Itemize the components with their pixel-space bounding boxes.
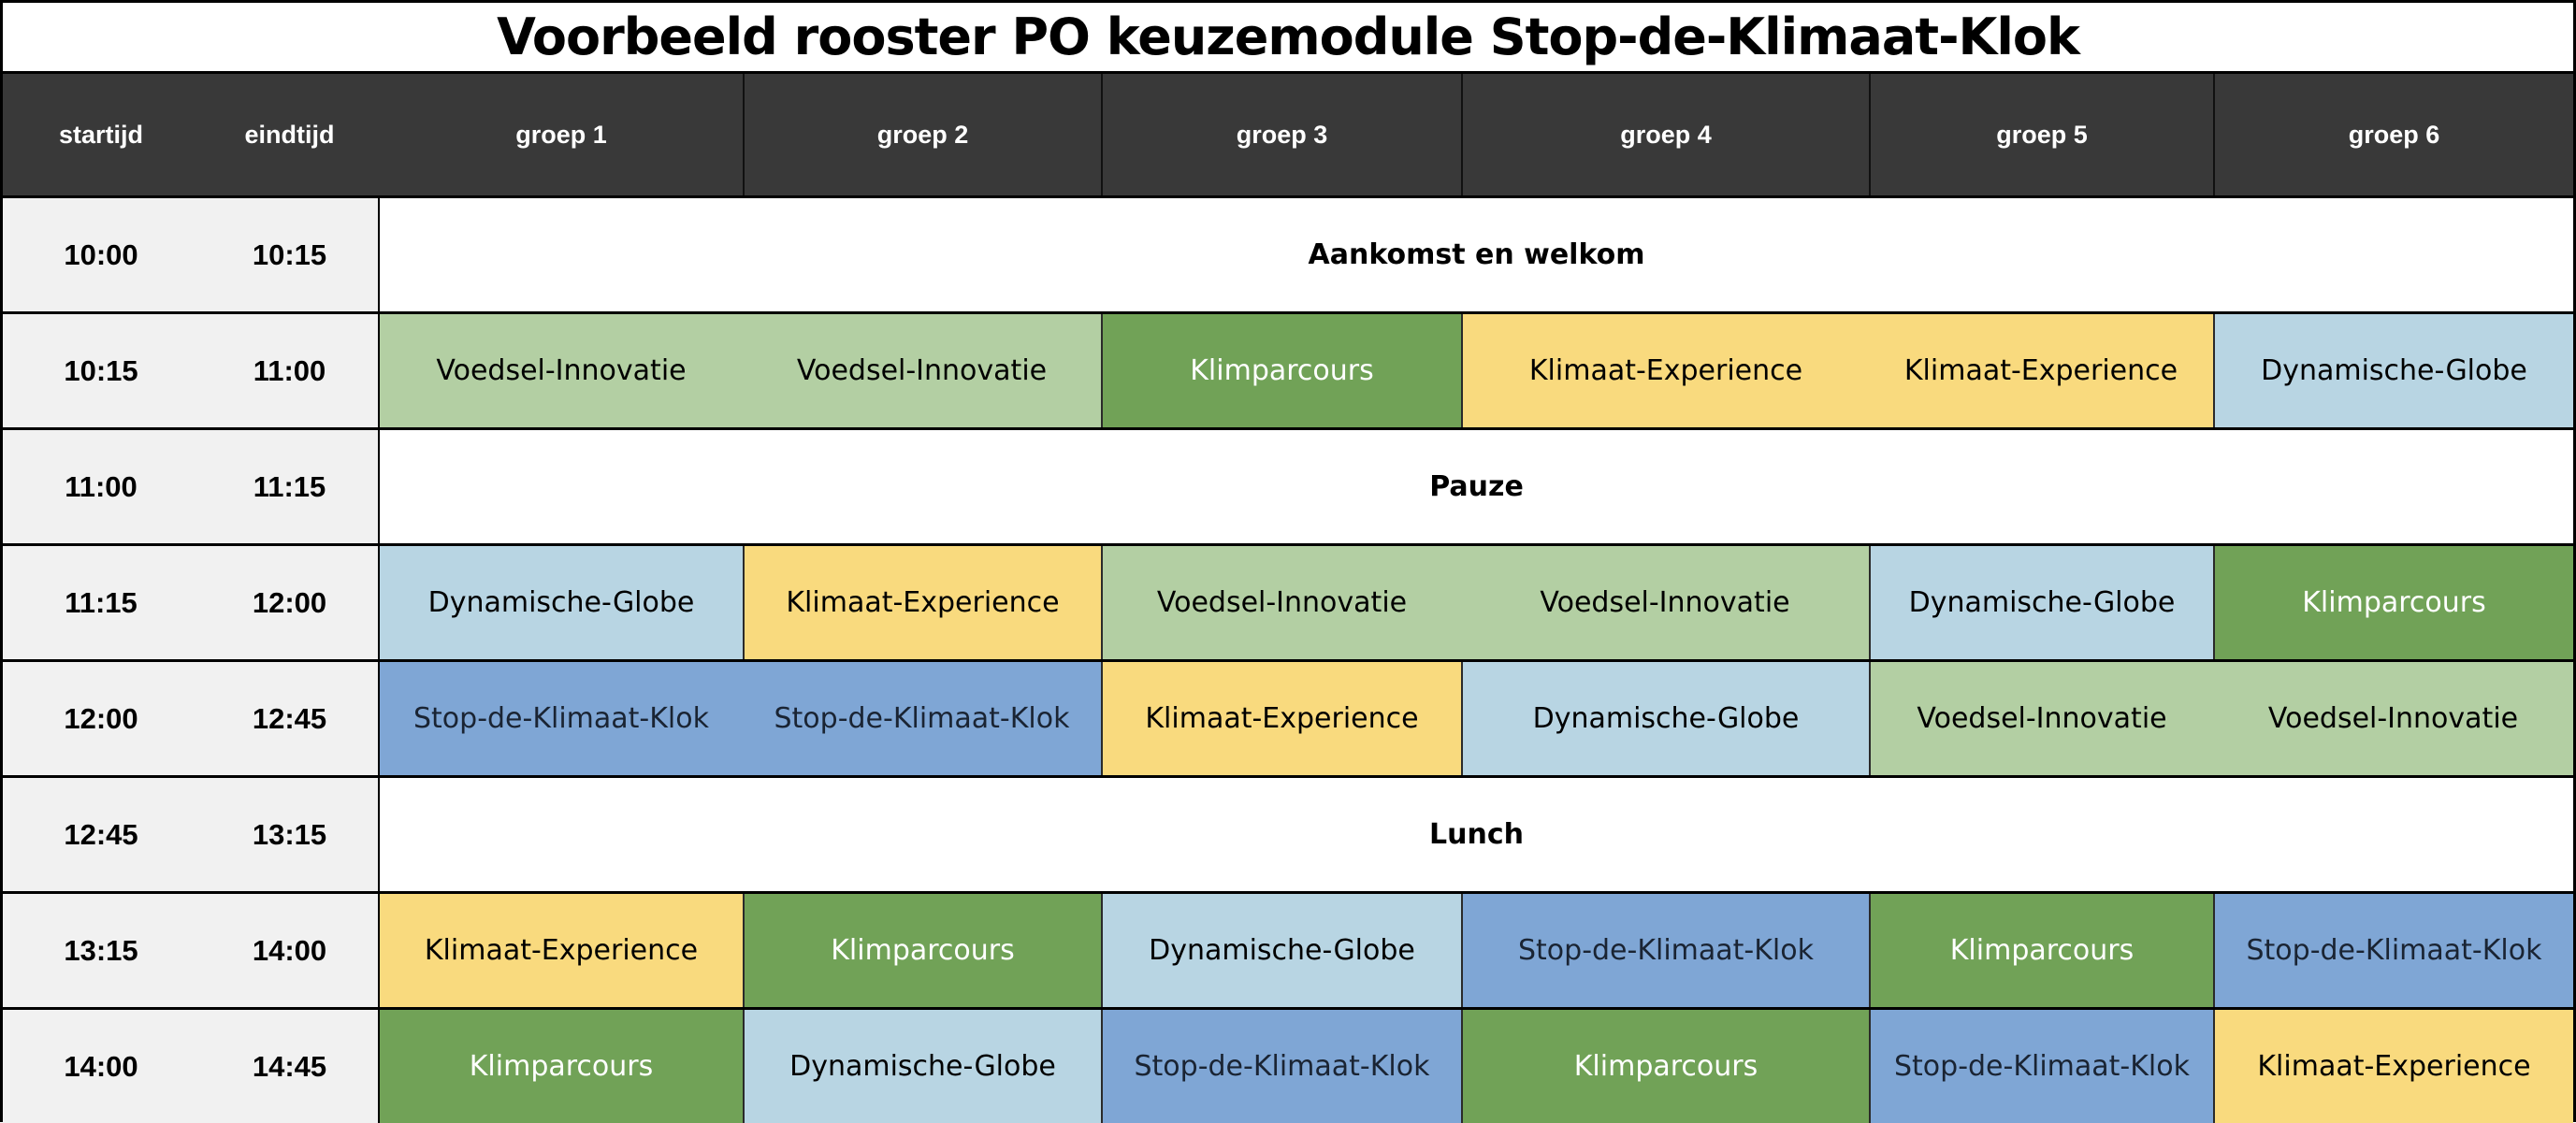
activity-cell-groep-3: Klimaat-Experience bbox=[1101, 662, 1461, 775]
activity-cell-groep-6: Klimaat-Experience bbox=[2213, 1010, 2573, 1123]
schedule-row: 13:15 14:00 Klimaat-Experience Klimparcours… bbox=[3, 891, 2573, 1007]
start-time: 13:15 bbox=[64, 933, 138, 967]
header-startijd: startijd bbox=[58, 120, 144, 149]
activity-cell-groep-2: Klimparcours bbox=[743, 894, 1101, 1007]
header-row: startijd eindtijd groep 1 groep 2 groep … bbox=[3, 74, 2573, 195]
activity-cell-groep-2: Klimaat-Experience bbox=[743, 546, 1101, 659]
schedule-row: 14:00 14:45 Klimparcours Dynamische-Globe St… bbox=[3, 1007, 2573, 1123]
time-column-bg bbox=[3, 430, 380, 543]
start-time: 14:00 bbox=[64, 1049, 138, 1083]
activity-cell-groep-6: Voedsel-Innovatie bbox=[2213, 662, 2573, 775]
activity-cell-groep-3: Voedsel-Innovatie bbox=[1101, 546, 1461, 659]
break-label: Lunch bbox=[380, 778, 2573, 891]
break-label: Pauze bbox=[380, 430, 2573, 543]
end-time: 10:15 bbox=[252, 238, 327, 271]
time-column-bg bbox=[3, 1010, 380, 1123]
start-time: 10:00 bbox=[64, 238, 138, 271]
start-time: 12:00 bbox=[64, 701, 138, 735]
activity-cell-groep-2: Stop-de-Klimaat-Klok bbox=[743, 662, 1101, 775]
header-groep-3: groep 3 bbox=[1101, 74, 1461, 195]
activity-cell-groep-1: Klimaat-Experience bbox=[380, 894, 743, 1007]
activity-cell-groep-1: Stop-de-Klimaat-Klok bbox=[380, 662, 743, 775]
schedule-row: 10:00 10:15 Aankomst en welkom bbox=[3, 195, 2573, 311]
activity-cell-groep-6: Stop-de-Klimaat-Klok bbox=[2213, 894, 2573, 1007]
time-column-bg bbox=[3, 546, 380, 659]
header-groep-6: groep 6 bbox=[2213, 74, 2573, 195]
schedule-row: 12:00 12:45 Stop-de-Klimaat-Klok Stop-de-Kl… bbox=[3, 659, 2573, 775]
activity-cell-groep-5: Voedsel-Innovatie bbox=[1869, 662, 2213, 775]
header-eindtijd: eindtijd bbox=[244, 120, 335, 149]
activity-cell-groep-2: Voedsel-Innovatie bbox=[743, 314, 1101, 427]
activity-cell-groep-2: Dynamische-Globe bbox=[743, 1010, 1101, 1123]
time-column-bg bbox=[3, 198, 380, 311]
end-time: 12:45 bbox=[252, 701, 327, 735]
end-time: 13:15 bbox=[252, 817, 327, 851]
break-label: Aankomst en welkom bbox=[380, 198, 2573, 311]
activity-cell-groep-5: Klimaat-Experience bbox=[1869, 314, 2213, 427]
end-time: 14:45 bbox=[252, 1049, 327, 1083]
end-time: 12:00 bbox=[252, 585, 327, 619]
header-groep-4: groep 4 bbox=[1461, 74, 1869, 195]
activity-cell-groep-6: Dynamische-Globe bbox=[2213, 314, 2573, 427]
header-groep-1: groep 1 bbox=[515, 120, 607, 149]
end-time: 14:00 bbox=[252, 933, 327, 967]
time-column-bg bbox=[3, 778, 380, 891]
schedule-title: Voorbeeld rooster PO keuzemodule Stop-de… bbox=[497, 7, 2080, 66]
time-column-bg bbox=[3, 662, 380, 775]
activity-cell-groep-4: Dynamische-Globe bbox=[1461, 662, 1869, 775]
activity-cell-groep-3: Klimparcours bbox=[1101, 314, 1461, 427]
schedule-row: 11:15 12:00 Dynamische-Globe Klimaat-Experi… bbox=[3, 543, 2573, 659]
start-time: 11:00 bbox=[65, 469, 137, 503]
end-time: 11:00 bbox=[253, 353, 326, 387]
time-column-bg bbox=[3, 894, 380, 1007]
schedule-row: 12:45 13:15 Lunch bbox=[3, 775, 2573, 891]
activity-cell-groep-5: Dynamische-Globe bbox=[1869, 546, 2213, 659]
start-time: 12:45 bbox=[64, 817, 138, 851]
activity-cell-groep-5: Klimparcours bbox=[1869, 894, 2213, 1007]
title-row: Voorbeeld rooster PO keuzemodule Stop-de… bbox=[3, 3, 2573, 74]
activity-cell-groep-3: Stop-de-Klimaat-Klok bbox=[1101, 1010, 1461, 1123]
activity-cell-groep-4: Stop-de-Klimaat-Klok bbox=[1461, 894, 1869, 1007]
activity-cell-groep-1: Voedsel-Innovatie bbox=[380, 314, 743, 427]
start-time: 11:15 bbox=[65, 585, 137, 619]
schedule-row: 10:15 11:00 Voedsel-Innovatie Voedsel-Innov… bbox=[3, 311, 2573, 427]
header-groep-5: groep 5 bbox=[1869, 74, 2213, 195]
activity-cell-groep-5: Stop-de-Klimaat-Klok bbox=[1869, 1010, 2213, 1123]
activity-cell-groep-6: Klimparcours bbox=[2213, 546, 2573, 659]
schedule-row: 11:00 11:15 Pauze bbox=[3, 427, 2573, 543]
activity-cell-groep-4: Voedsel-Innovatie bbox=[1461, 546, 1869, 659]
activity-cell-groep-3: Dynamische-Globe bbox=[1101, 894, 1461, 1007]
activity-cell-groep-1: Dynamische-Globe bbox=[380, 546, 743, 659]
activity-cell-groep-4: Klimparcours bbox=[1461, 1010, 1869, 1123]
header-groep-2: groep 2 bbox=[743, 74, 1101, 195]
start-time: 10:15 bbox=[64, 353, 138, 387]
activity-cell-groep-1: Klimparcours bbox=[380, 1010, 743, 1123]
activity-cell-groep-4: Klimaat-Experience bbox=[1461, 314, 1869, 427]
end-time: 11:15 bbox=[253, 469, 326, 503]
time-column-bg bbox=[3, 314, 380, 427]
